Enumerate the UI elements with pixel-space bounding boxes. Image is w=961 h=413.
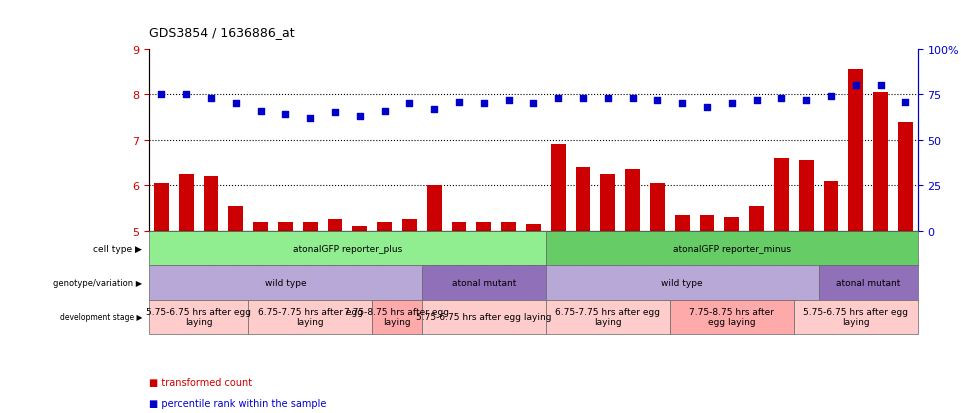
Bar (849, 70, 863, 231)
Bar (353, 227, 367, 231)
Point (576, 95, 591, 102)
Text: cell type ▶: cell type ▶ (93, 244, 142, 253)
Point (228, 101, 243, 107)
Bar (625, 170, 640, 231)
Point (452, 99, 467, 106)
Bar (874, 93, 888, 231)
Point (824, 93, 839, 100)
Text: atonalGFP reporter_minus: atonalGFP reporter_minus (673, 244, 791, 253)
Bar (303, 222, 317, 231)
Bar (501, 222, 516, 231)
Bar (824, 181, 838, 231)
Bar (402, 220, 417, 231)
Bar (253, 222, 268, 231)
Bar (477, 222, 491, 231)
Point (427, 106, 442, 113)
Text: atonalGFP reporter_plus: atonalGFP reporter_plus (293, 244, 402, 253)
Point (650, 97, 665, 104)
Point (774, 95, 789, 102)
Point (799, 97, 814, 104)
Point (600, 95, 615, 102)
Text: 6.75-7.75 hrs after egg
laying: 6.75-7.75 hrs after egg laying (258, 307, 362, 327)
Text: 7.75-8.75 hrs after egg
laying: 7.75-8.75 hrs after egg laying (344, 307, 450, 327)
Bar (774, 159, 789, 231)
Bar (576, 168, 590, 231)
Bar (725, 218, 739, 231)
Text: development stage ▶: development stage ▶ (60, 313, 142, 321)
Point (278, 112, 293, 118)
Point (328, 110, 343, 116)
Point (253, 108, 268, 115)
Point (625, 95, 640, 102)
Text: 6.75-7.75 hrs after egg
laying: 6.75-7.75 hrs after egg laying (555, 307, 660, 327)
Text: 5.75-6.75 hrs after egg
laying: 5.75-6.75 hrs after egg laying (146, 307, 251, 327)
Text: ■ percentile rank within the sample: ■ percentile rank within the sample (149, 398, 327, 408)
Point (377, 108, 392, 115)
Bar (179, 174, 193, 231)
Text: ■ transformed count: ■ transformed count (149, 377, 252, 387)
Bar (154, 183, 169, 231)
Bar (750, 206, 764, 231)
Point (675, 101, 690, 107)
Point (724, 101, 739, 107)
Point (501, 97, 516, 104)
Point (749, 97, 764, 104)
Text: 7.75-8.75 hrs after
egg laying: 7.75-8.75 hrs after egg laying (689, 307, 775, 327)
Bar (427, 186, 442, 231)
Point (303, 115, 318, 122)
Text: genotype/variation ▶: genotype/variation ▶ (53, 278, 142, 287)
Point (179, 92, 194, 98)
Text: atonal mutant: atonal mutant (452, 278, 516, 287)
Bar (452, 222, 466, 231)
Point (476, 101, 491, 107)
Point (526, 101, 541, 107)
Point (154, 92, 169, 98)
Bar (526, 225, 541, 231)
Bar (551, 145, 566, 231)
Bar (700, 216, 714, 231)
Point (700, 104, 715, 111)
Bar (799, 161, 814, 231)
Bar (278, 222, 293, 231)
Point (898, 99, 913, 106)
Bar (229, 206, 243, 231)
Point (551, 95, 566, 102)
Point (402, 101, 417, 107)
Bar (204, 177, 218, 231)
Point (204, 95, 219, 102)
Bar (898, 122, 913, 231)
Bar (650, 183, 665, 231)
Bar (328, 220, 342, 231)
Text: 5.75-6.75 hrs after egg laying: 5.75-6.75 hrs after egg laying (416, 313, 552, 321)
Point (352, 114, 367, 120)
Text: 5.75-6.75 hrs after egg
laying: 5.75-6.75 hrs after egg laying (803, 307, 908, 327)
Bar (601, 174, 615, 231)
Point (848, 83, 863, 89)
Point (873, 83, 888, 89)
Text: GDS3854 / 1636886_at: GDS3854 / 1636886_at (149, 26, 295, 39)
Text: wild type: wild type (264, 278, 307, 287)
Text: wild type: wild type (661, 278, 702, 287)
Text: atonal mutant: atonal mutant (836, 278, 900, 287)
Bar (377, 222, 392, 231)
Bar (675, 216, 690, 231)
